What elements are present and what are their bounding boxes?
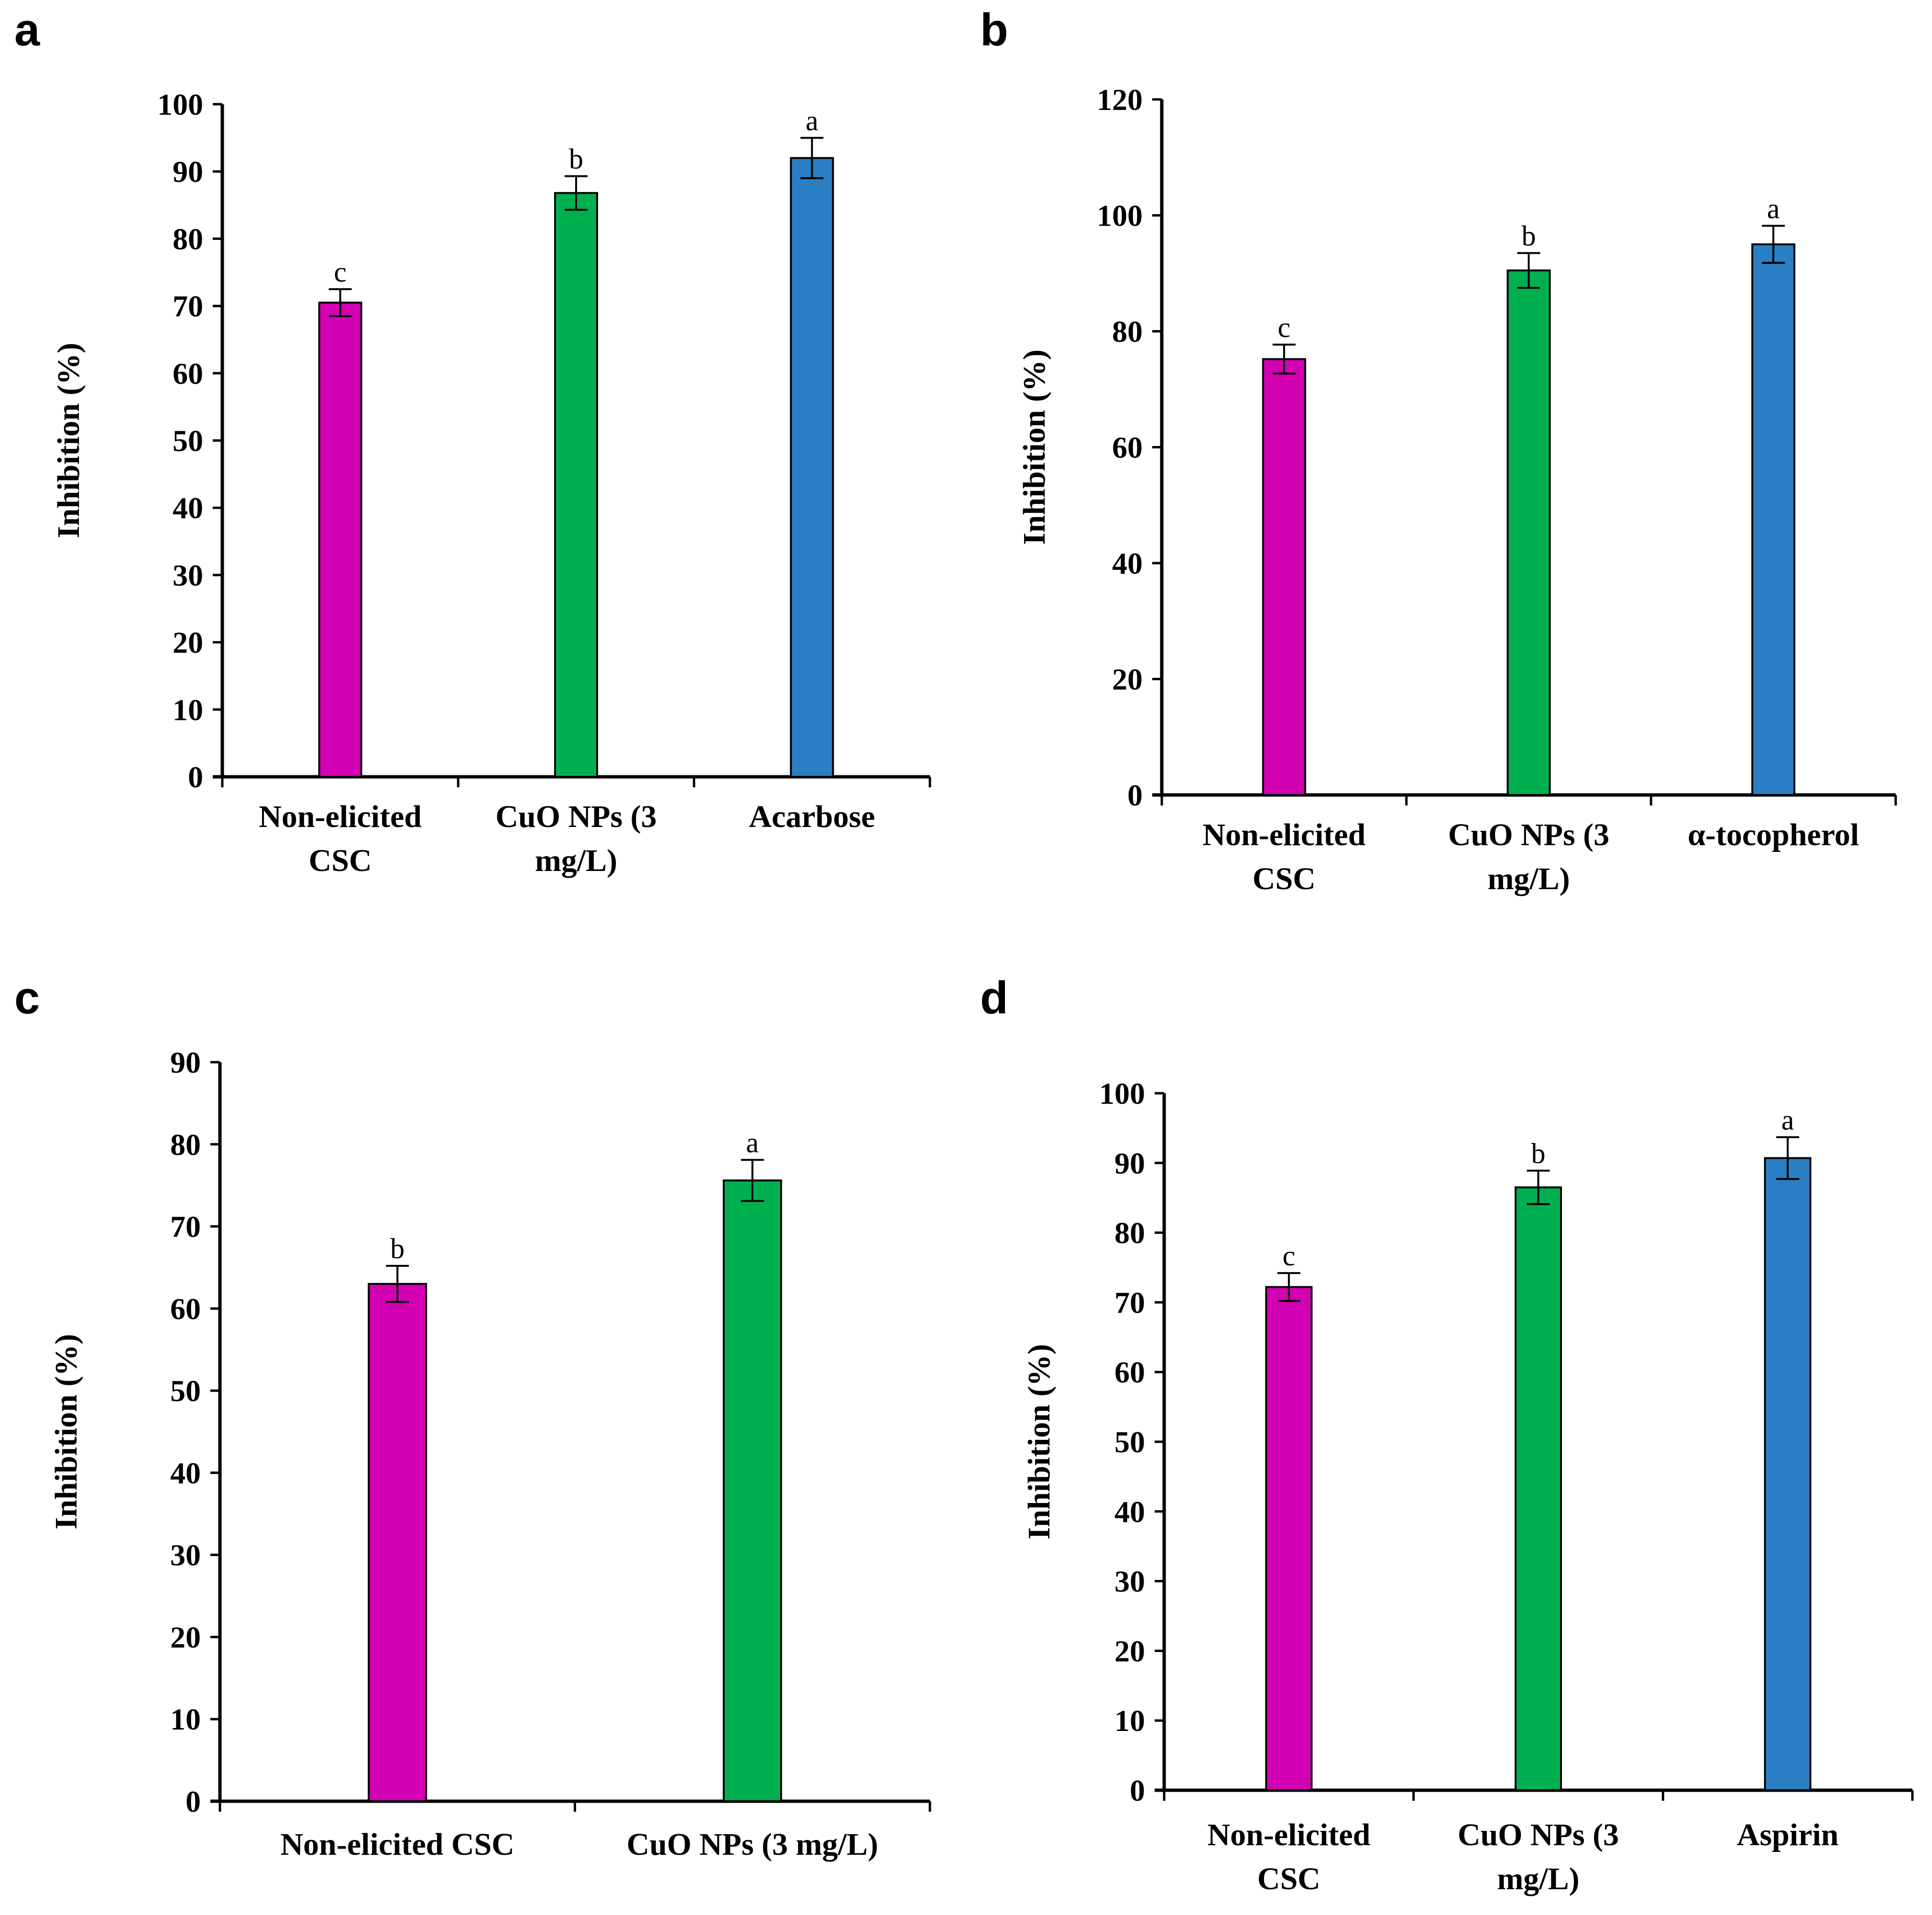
y-tick-label: 20 — [170, 1620, 201, 1654]
significance-label: b — [1522, 220, 1536, 251]
y-tick-label: 70 — [170, 1210, 201, 1244]
y-tick-label: 0 — [1130, 1774, 1145, 1807]
bar — [790, 157, 834, 778]
y-axis-title: Inhibition (%) — [1022, 1344, 1057, 1540]
significance-label: a — [746, 1127, 759, 1158]
y-tick-label: 90 — [173, 155, 203, 189]
y-tick-label: 60 — [1112, 431, 1143, 465]
y-tick-label: 40 — [1112, 546, 1143, 580]
category-label: CuO NPs (3 — [1458, 1817, 1619, 1852]
panel-label: a — [14, 4, 40, 55]
significance-label: a — [1781, 1104, 1794, 1136]
bar — [1751, 243, 1796, 796]
y-tick-label: 50 — [1114, 1425, 1145, 1459]
y-tick-label: 10 — [170, 1702, 201, 1736]
y-tick-label: 0 — [188, 760, 203, 794]
category-label: Non-elicited — [1202, 817, 1365, 852]
category-label: CSC — [1253, 861, 1316, 896]
bar — [1515, 1186, 1562, 1792]
significance-label: b — [569, 143, 583, 175]
panel-a: a 0 10 20 30 40 50 60 70 80 90 100 Inhibition (%) c No… — [14, 4, 931, 878]
significance-label: c — [1278, 312, 1291, 343]
bar — [722, 1179, 782, 1803]
panel-d: d 0 10 20 30 40 50 60 70 80 90 100 Inhibition (%) c No… — [980, 972, 1914, 1896]
panel-label: d — [980, 972, 1008, 1023]
y-axis-title: Inhibition (%) — [51, 343, 86, 538]
y-tick-label: 70 — [1114, 1285, 1145, 1319]
y-tick-label: 40 — [170, 1456, 201, 1490]
panel-c: c 0 10 20 30 40 50 60 70 80 90 Inhibition (%) b Non-e… — [14, 972, 931, 1862]
y-tick-label: 0 — [186, 1784, 201, 1818]
category-label: CuO NPs (3 mg/L) — [627, 1827, 878, 1862]
y-tick-label: 20 — [173, 626, 203, 660]
y-tick-label: 30 — [1114, 1565, 1145, 1599]
y-axis-title: Inhibition (%) — [49, 1334, 84, 1530]
y-tick-label: 10 — [1114, 1704, 1145, 1738]
y-tick-label: 40 — [1114, 1495, 1145, 1529]
y-tick-label: 120 — [1097, 83, 1143, 117]
y-tick-label: 100 — [1097, 199, 1143, 233]
y-tick-label: 20 — [1112, 663, 1143, 696]
bar — [368, 1283, 427, 1802]
y-tick-label: 60 — [173, 357, 203, 391]
category-label: CuO NPs (3 — [1448, 817, 1609, 852]
y-tick-label: 0 — [1127, 778, 1143, 812]
y-tick-label: 80 — [1114, 1216, 1145, 1250]
y-tick-label: 70 — [173, 289, 203, 323]
significance-label: a — [806, 105, 819, 136]
significance-label: c — [334, 256, 347, 288]
bar — [1265, 1286, 1313, 1791]
y-tick-label: 40 — [173, 491, 203, 525]
y-tick-label: 30 — [173, 558, 203, 592]
significance-label: b — [390, 1233, 404, 1264]
category-label: CSC — [1257, 1861, 1321, 1896]
significance-label: b — [1531, 1138, 1546, 1169]
category-label: Aspirin — [1737, 1817, 1839, 1852]
category-label: Acarbose — [749, 799, 875, 834]
y-tick-label: 50 — [170, 1374, 201, 1408]
category-label: Non-elicited — [1207, 1817, 1370, 1852]
bar — [1506, 269, 1551, 796]
category-label: CuO NPs (3 — [495, 799, 656, 834]
significance-label: c — [1283, 1240, 1296, 1272]
y-tick-label: 100 — [157, 87, 203, 121]
y-tick-label: 90 — [1114, 1146, 1145, 1180]
category-label: mg/L) — [1487, 861, 1570, 896]
category-label: mg/L) — [535, 843, 617, 878]
panel-label: c — [14, 972, 40, 1023]
y-tick-label: 20 — [1114, 1634, 1145, 1668]
bar — [1262, 358, 1306, 796]
category-label: mg/L) — [1497, 1861, 1579, 1896]
y-tick-label: 10 — [173, 693, 203, 727]
y-tick-label: 80 — [1112, 315, 1143, 348]
y-axis-title: Inhibition (%) — [1017, 349, 1052, 545]
y-tick-label: 60 — [170, 1292, 201, 1326]
category-label: CSC — [309, 843, 372, 878]
y-tick-label: 80 — [173, 222, 203, 256]
category-label: α-tocopherol — [1688, 817, 1859, 852]
bar — [1764, 1157, 1812, 1791]
bar — [318, 302, 362, 778]
y-tick-label: 80 — [170, 1128, 201, 1162]
category-label: Non-elicited CSC — [281, 1827, 514, 1862]
bar — [554, 192, 598, 778]
y-tick-label: 90 — [170, 1045, 201, 1079]
y-tick-label: 50 — [173, 424, 203, 458]
panel-b: b 0 20 40 60 80 100 120 Inhibition (%) c Non-elici… — [980, 4, 1897, 896]
y-tick-label: 30 — [170, 1538, 201, 1572]
y-tick-label: 100 — [1099, 1077, 1145, 1110]
significance-label: a — [1767, 193, 1780, 224]
panel-label: b — [980, 4, 1008, 55]
y-tick-label: 60 — [1114, 1355, 1145, 1389]
category-label: Non-elicited — [259, 799, 422, 834]
